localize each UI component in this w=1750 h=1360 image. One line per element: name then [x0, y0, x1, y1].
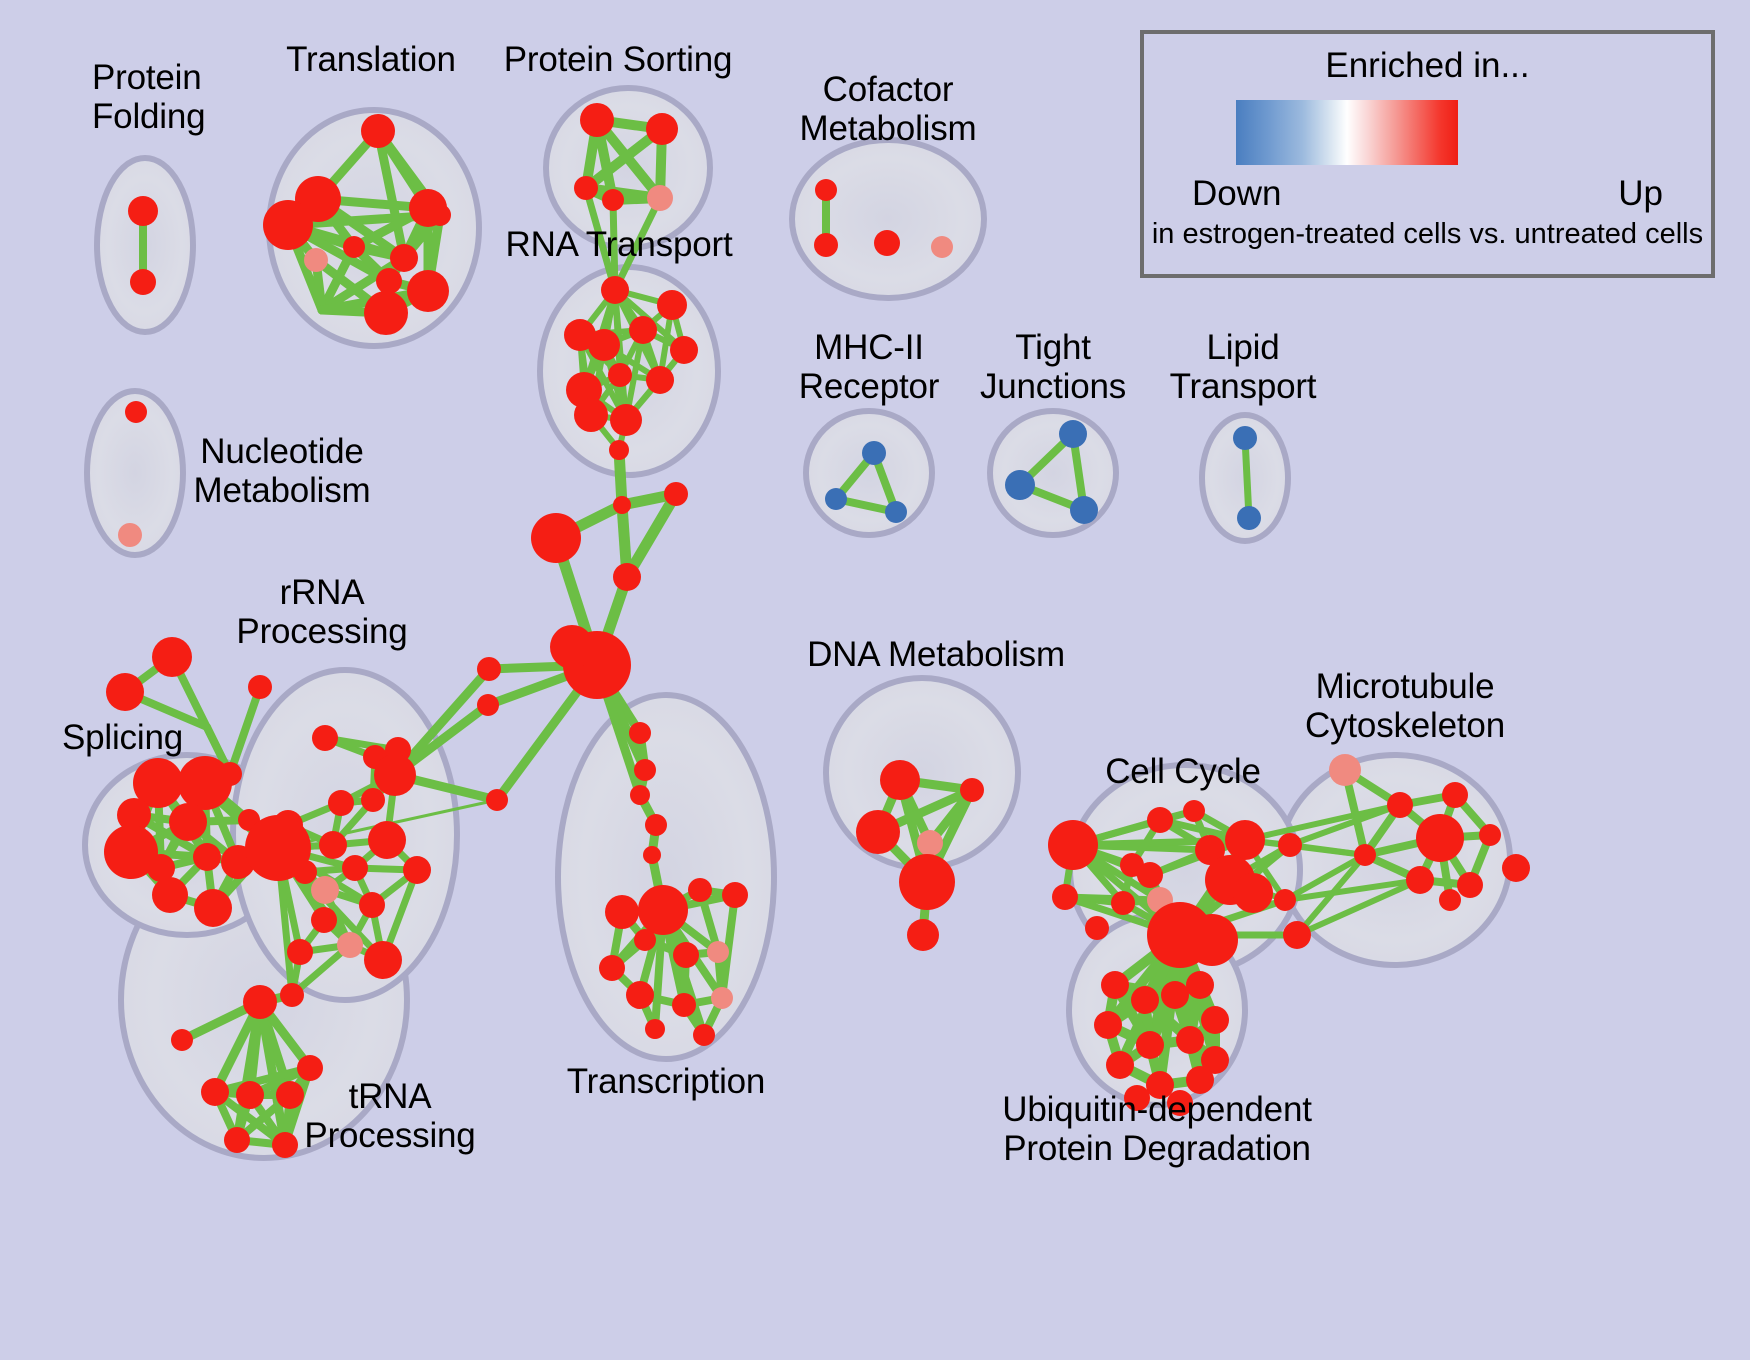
- cluster-ellipse-mhc-ii-receptor: [803, 408, 935, 538]
- cluster-label-cofactor-metabolism: Cofactor Metabolism: [799, 70, 977, 149]
- cluster-label-lipid-transport: Lipid Transport: [1169, 328, 1317, 407]
- legend-subtitle: in estrogen-treated cells vs. untreated …: [1151, 218, 1704, 250]
- legend-panel: Enriched in... Down Up in estrogen-treat…: [1140, 30, 1715, 278]
- cluster-label-protein-sorting: Protein Sorting: [503, 40, 733, 79]
- cluster-label-ubiquitin-dependent-protein-degradation: Ubiquitin-dependent Protein Degradation: [1002, 1090, 1312, 1169]
- cluster-label-cell-cycle: Cell Cycle: [1105, 752, 1261, 791]
- network-nodes: [104, 103, 1530, 1158]
- cluster-ellipse-protein-sorting: [543, 85, 713, 251]
- cluster-label-microtubule-cytoskeleton: Microtubule Cytoskeleton: [1305, 667, 1505, 746]
- cluster-ellipse-microtubule-cytoskeleton: [1277, 752, 1513, 968]
- cluster-label-tight-junctions: Tight Junctions: [979, 328, 1127, 407]
- cluster-label-splicing: Splicing: [62, 718, 183, 757]
- cluster-label-dna-metabolism: DNA Metabolism: [807, 635, 1065, 674]
- legend-title: Enriched in...: [1325, 46, 1530, 85]
- cluster-label-transcription: Transcription: [566, 1062, 766, 1101]
- cluster-label-rrna-processing: rRNA Processing: [236, 573, 408, 652]
- legend-high-label: Up: [1618, 174, 1663, 213]
- color-scale-gradient: [1236, 100, 1458, 165]
- cluster-label-rna-transport: RNA Transport: [505, 225, 733, 264]
- cluster-label-translation: Translation: [286, 40, 456, 79]
- cluster-label-trna-processing: tRNA Processing: [304, 1077, 476, 1156]
- cluster-label-mhc-ii-receptor: MHC-II Receptor: [798, 328, 940, 407]
- cluster-label-nucleotide-metabolism: Nucleotide Metabolism: [193, 432, 371, 511]
- cluster-label-protein-folding: Protein Folding: [92, 58, 206, 137]
- cluster-ellipse-nucleotide-metabolism: [84, 388, 186, 558]
- legend-low-label: Down: [1192, 174, 1282, 213]
- cluster-ellipse-cofactor-metabolism: [789, 137, 987, 301]
- cluster-ellipse-tight-junctions: [987, 408, 1119, 538]
